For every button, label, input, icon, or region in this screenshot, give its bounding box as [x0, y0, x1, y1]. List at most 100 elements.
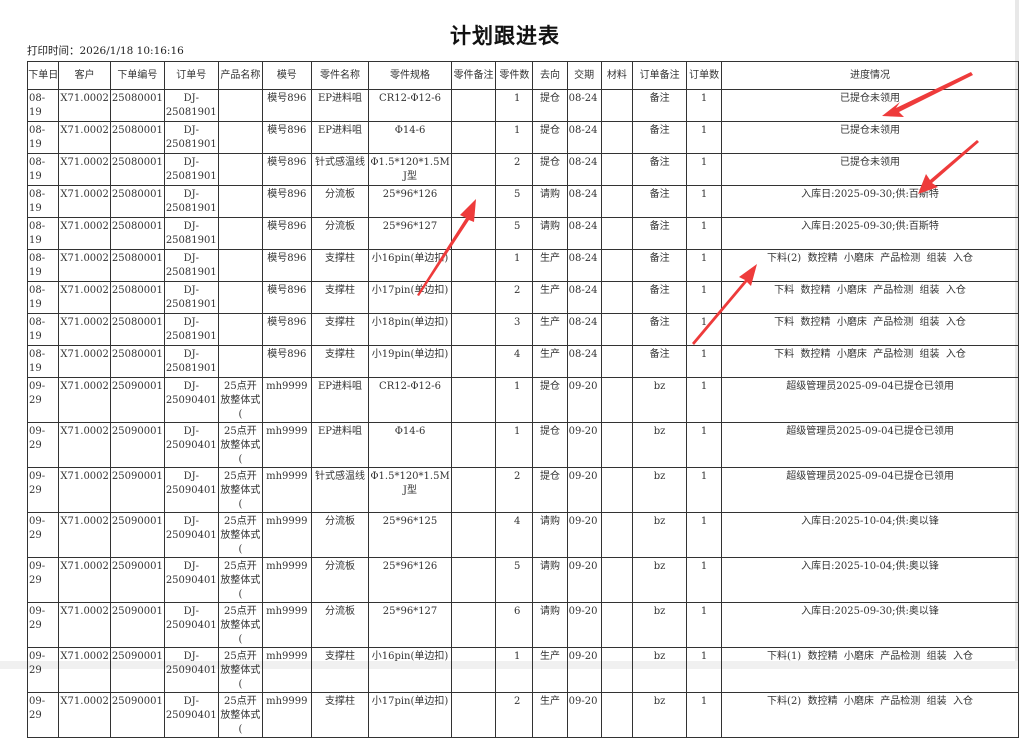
cell-order-number: DJ-25081901 — [163, 281, 219, 314]
cell-customer: X71.0002 — [58, 185, 111, 218]
cell-customer: X71.0002 — [58, 692, 111, 738]
cell-part-qty: 2 — [495, 467, 534, 513]
cell-part-note — [450, 647, 497, 693]
cell-progress: 超级管理员2025-09-04已提仓已领用 — [721, 377, 1019, 423]
table-row: 08-19 X71.0002 25080001 DJ-25081901 模号896 支撑柱… — [26, 345, 1019, 378]
cell-order-code: 25090001 — [109, 692, 165, 738]
cell-customer: X71.0002 — [58, 217, 111, 250]
cell-part-qty: 3 — [495, 313, 534, 346]
cell-part-spec: Φ14-6 — [368, 422, 452, 468]
cell-mold-number: 模号896 — [262, 153, 312, 186]
cell-order-code: 25080001 — [109, 121, 165, 154]
cell-order-number: DJ-25090401 — [163, 422, 219, 468]
cell-due-date: 09-20 — [566, 602, 602, 648]
cell-mold-number: mh9999 — [262, 377, 312, 423]
cell-order-code: 25080001 — [109, 153, 165, 186]
column-header-part-name: 零件名称 — [310, 61, 370, 90]
cell-customer: X71.0002 — [58, 647, 111, 693]
cell-due-date: 09-20 — [566, 557, 602, 603]
cell-part-qty: 5 — [495, 185, 534, 218]
cell-mold-number: 模号896 — [262, 249, 312, 282]
cell-product-name: 25点开放整体式( — [217, 602, 264, 648]
cell-order-date: 09-29 — [26, 692, 60, 738]
cell-due-date: 08-24 — [566, 281, 602, 314]
cell-material — [600, 602, 634, 648]
cell-order-qty: 1 — [686, 512, 723, 558]
cell-order-note: 备注 — [632, 281, 688, 314]
cell-order-qty: 1 — [686, 377, 723, 423]
cell-material — [600, 281, 634, 314]
cell-order-number: DJ-25090401 — [163, 692, 219, 738]
cell-customer: X71.0002 — [58, 121, 111, 154]
cell-customer: X71.0002 — [58, 512, 111, 558]
column-header-material: 材料 — [600, 61, 634, 90]
cell-progress: 已提仓未领用 — [721, 89, 1019, 122]
table-row: 08-19 X71.0002 25080001 DJ-25081901 模号896 分流板… — [26, 217, 1019, 250]
cell-order-qty: 1 — [686, 422, 723, 468]
cell-part-note — [450, 281, 497, 314]
cell-progress: 已提仓未领用 — [721, 153, 1019, 186]
cell-order-note: 备注 — [632, 89, 688, 122]
cell-customer: X71.0002 — [58, 422, 111, 468]
cell-part-spec: Φ1.5*120*1.5M J型 — [368, 467, 452, 513]
cell-order-note: bz — [632, 512, 688, 558]
cell-destination: 提仓 — [532, 89, 568, 122]
cell-customer: X71.0002 — [58, 345, 111, 378]
cell-order-number: DJ-25081901 — [163, 121, 219, 154]
cell-mold-number: 模号896 — [262, 89, 312, 122]
cell-part-name: 分流板 — [310, 557, 370, 603]
cell-part-name: EP进料咀 — [310, 89, 370, 122]
cell-order-number: DJ-25090401 — [163, 512, 219, 558]
cell-destination: 提仓 — [532, 121, 568, 154]
cell-part-note — [450, 467, 497, 513]
cell-part-qty: 1 — [495, 647, 534, 693]
cell-order-code: 25080001 — [109, 313, 165, 346]
cell-part-spec: 小16pin(单边扣) — [368, 249, 452, 282]
cell-due-date: 09-20 — [566, 692, 602, 738]
cell-order-number: DJ-25081901 — [163, 185, 219, 218]
table-row: 08-19 X71.0002 25080001 DJ-25081901 模号896 分流板… — [26, 185, 1019, 218]
cell-due-date: 08-24 — [566, 153, 602, 186]
cell-customer: X71.0002 — [58, 249, 111, 282]
column-header-part-spec: 零件规格 — [368, 61, 452, 90]
table-row: 09-29 X71.0002 25090001 DJ-25090401 25点开放整体式… — [26, 692, 1019, 738]
cell-order-qty: 1 — [686, 467, 723, 513]
cell-order-note: bz — [632, 557, 688, 603]
cell-part-note — [450, 345, 497, 378]
cell-product-name: 25点开放整体式( — [217, 692, 264, 738]
table-row: 09-29 X71.0002 25090001 DJ-25090401 25点开放整体式… — [26, 422, 1019, 468]
cell-order-code: 25080001 — [109, 249, 165, 282]
cell-destination: 生产 — [532, 345, 568, 378]
cell-progress: 下料 数控精 小磨床 产品检测 组装 入仓 — [721, 281, 1019, 314]
cell-progress: 入库日:2025-10-04;供:奥以锋 — [721, 557, 1019, 603]
print-time: 打印时间：2026/1/18 10:16:16 — [27, 45, 184, 57]
cell-part-name: 支撑柱 — [310, 692, 370, 738]
cell-due-date: 08-24 — [566, 217, 602, 250]
table-row: 09-29 X71.0002 25090001 DJ-25090401 25点开放整体式… — [26, 647, 1019, 693]
table-row: 08-19 X71.0002 25080001 DJ-25081901 模号896 EP进… — [26, 121, 1019, 154]
cell-part-qty: 2 — [495, 281, 534, 314]
cell-destination: 生产 — [532, 647, 568, 693]
cell-order-date: 08-19 — [26, 345, 60, 378]
cell-progress: 已提仓未领用 — [721, 121, 1019, 154]
column-header-part-note: 零件备注 — [450, 61, 497, 90]
cell-material — [600, 647, 634, 693]
cell-part-qty: 4 — [495, 345, 534, 378]
cell-order-code: 25080001 — [109, 281, 165, 314]
cell-customer: X71.0002 — [58, 467, 111, 513]
cell-due-date: 09-20 — [566, 467, 602, 513]
column-header-mold-number: 模号 — [262, 61, 312, 90]
cell-product-name: 25点开放整体式( — [217, 557, 264, 603]
cell-order-qty: 1 — [686, 249, 723, 282]
cell-part-note — [450, 313, 497, 346]
cell-part-qty: 5 — [495, 217, 534, 250]
cell-part-spec: Φ1.5*120*1.5M J型 — [368, 153, 452, 186]
cell-mold-number: mh9999 — [262, 647, 312, 693]
cell-destination: 提仓 — [532, 153, 568, 186]
cell-order-note: 备注 — [632, 185, 688, 218]
cell-order-number: DJ-25081901 — [163, 89, 219, 122]
cell-order-qty: 1 — [686, 281, 723, 314]
cell-part-spec: 25*96*126 — [368, 557, 452, 603]
cell-progress: 下料(2) 数控精 小磨床 产品检测 组装 入仓 — [721, 692, 1019, 738]
column-header-order-note: 订单备注 — [632, 61, 688, 90]
